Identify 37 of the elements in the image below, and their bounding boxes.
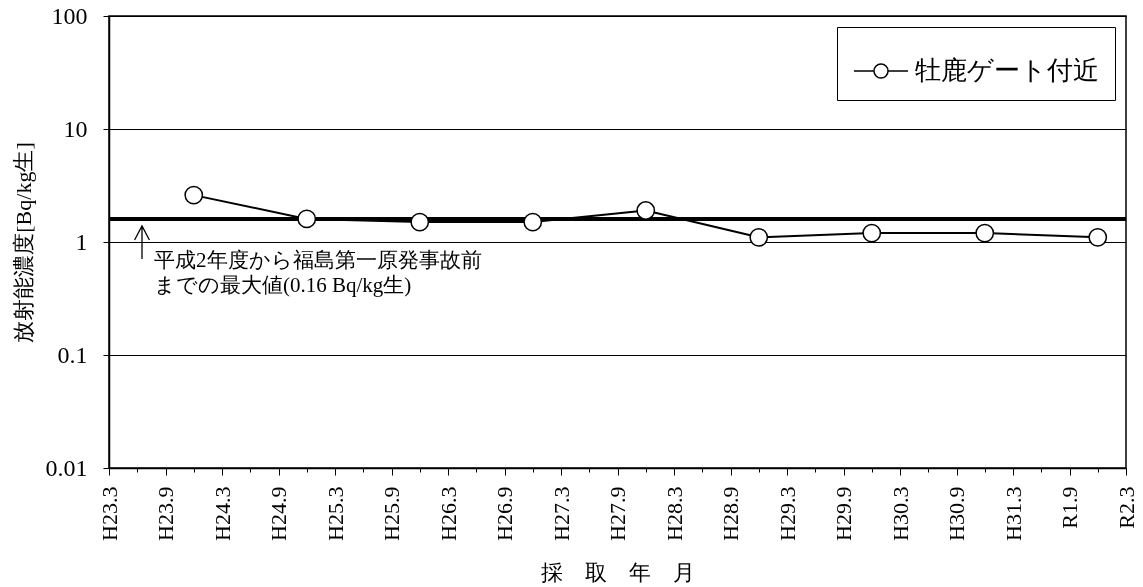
x-tick-label: H26.3 <box>435 486 461 541</box>
x-tick-label: H27.9 <box>605 486 630 541</box>
x-tick-label: H28.9 <box>718 486 743 541</box>
y-axis-title: 放射能濃度[Bq/kg生] <box>10 142 36 343</box>
y-tick-label: 0.1 <box>57 341 88 368</box>
point <box>749 227 769 247</box>
x-tick-label: R2.3 <box>1113 486 1139 529</box>
x-tick-label: H31.3 <box>1000 486 1026 541</box>
y-tick-label: 1 <box>75 228 88 255</box>
x-tick-label: H24.9 <box>266 486 291 541</box>
annotation: 平成2年度から福島第一原発事故前までの最大値(0.16 Bq/kg生) <box>154 247 482 297</box>
y-tick-label: 0.01 <box>45 454 88 481</box>
x-tick-label: H23.3 <box>96 486 122 541</box>
x-tick-label: H30.3 <box>887 486 913 541</box>
x-tick-label: H25.9 <box>379 486 404 541</box>
x-tick-label: H27.3 <box>548 486 574 541</box>
y-tick-label: 100 <box>51 2 88 29</box>
x-tick-label: H26.9 <box>492 486 517 541</box>
point <box>862 223 882 243</box>
point <box>297 209 317 229</box>
point <box>523 212 543 232</box>
point <box>184 185 204 205</box>
x-tick-label: H24.3 <box>209 486 235 541</box>
point <box>1088 227 1108 247</box>
point <box>975 223 995 243</box>
x-tick-label: H28.3 <box>661 486 687 541</box>
legend-label: 牡鹿ゲート付近 <box>915 56 1099 85</box>
x-tick-label: H29.3 <box>774 486 800 541</box>
x-tick-label: H25.3 <box>322 486 348 541</box>
x-tick-label: R1.9 <box>1057 486 1082 529</box>
point <box>636 201 656 220</box>
x-tick-label: H30.9 <box>944 486 969 541</box>
x-tick-label: H29.9 <box>831 486 856 541</box>
point <box>410 212 430 232</box>
y-tick-label: 10 <box>63 115 88 142</box>
x-axis-title: 採 取 年 月 <box>541 559 695 585</box>
x-tick-label: H23.9 <box>153 486 178 541</box>
